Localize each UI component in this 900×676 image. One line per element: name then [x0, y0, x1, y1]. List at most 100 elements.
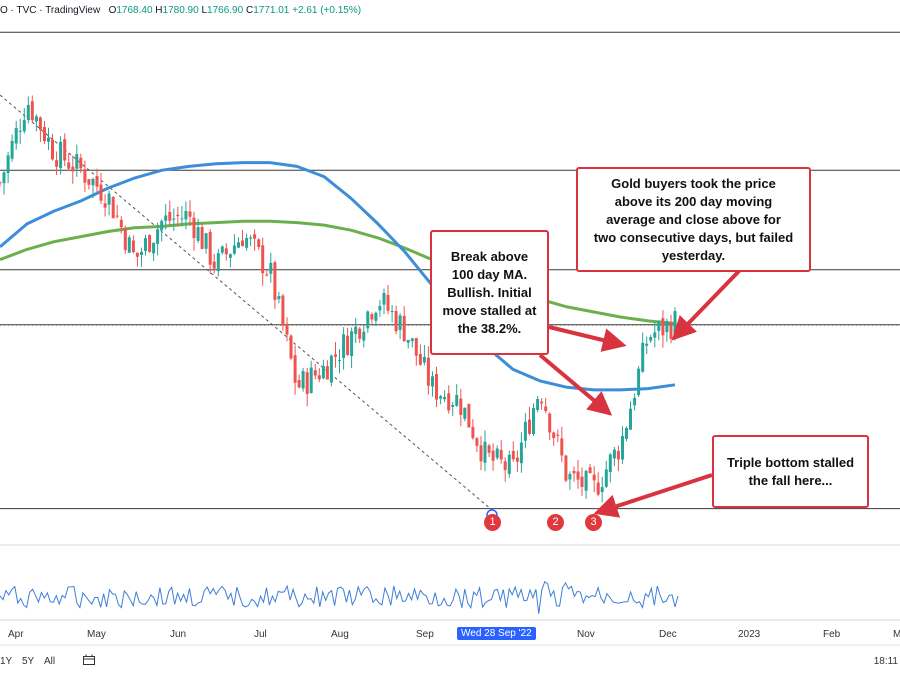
candle [30, 95, 34, 124]
note2-line4: two consecutive days, but failed [593, 229, 794, 245]
range-all-button[interactable]: All [44, 656, 56, 667]
candle [479, 436, 483, 471]
candle [641, 332, 645, 373]
candle [301, 367, 305, 392]
candle [188, 200, 192, 226]
candle [612, 447, 616, 467]
candle [637, 365, 641, 397]
candle [414, 337, 418, 366]
candle [483, 430, 487, 472]
candle [241, 229, 244, 247]
candle [467, 403, 471, 428]
ohlc-legend: O · TVC · TradingView O1768.40 H1780.90 … [0, 5, 361, 16]
candle [176, 206, 180, 227]
note1-line5: the 38.2%. [457, 320, 522, 336]
candle [22, 107, 26, 134]
candle [10, 134, 14, 162]
candle [127, 235, 131, 253]
note1-line3: Bullish. Initial [447, 284, 532, 300]
candle [406, 339, 410, 349]
candle [152, 242, 156, 262]
candle [495, 445, 499, 460]
candle [123, 225, 127, 254]
candle [156, 222, 160, 256]
arrow-to-200ma [671, 268, 742, 341]
candle [487, 443, 491, 457]
candle [572, 466, 576, 482]
candle [633, 393, 637, 411]
candle [608, 452, 612, 483]
candle [34, 114, 38, 132]
candle [71, 155, 75, 184]
candle [111, 196, 115, 219]
note1-line2: 100 day MA. [451, 266, 528, 282]
candle [75, 144, 79, 177]
candle [281, 294, 285, 331]
symbol-label: O · TVC · TradingView [0, 5, 101, 16]
candle [55, 151, 59, 175]
candle [515, 450, 519, 472]
candle [131, 235, 135, 254]
candle [657, 320, 661, 341]
candle [99, 173, 103, 205]
candle [309, 360, 313, 394]
x-label-m: M [893, 629, 900, 640]
range-1y-button[interactable]: 1Y [0, 656, 13, 667]
candle [87, 179, 91, 190]
candle [285, 317, 289, 342]
x-label-may: May [87, 629, 106, 640]
candle [422, 345, 426, 366]
candle [160, 219, 164, 242]
candle [386, 285, 390, 315]
note2-line2: above its 200 day moving [614, 193, 773, 209]
candle [325, 360, 329, 380]
candle [491, 443, 495, 471]
candle [0, 181, 2, 187]
candle [14, 120, 18, 150]
date-range-icon[interactable] [82, 653, 96, 669]
candle [140, 247, 143, 267]
candle [592, 466, 596, 493]
note3-line2: the fall here... [748, 472, 833, 488]
open-value: 1768.40 [116, 5, 153, 16]
candle [439, 394, 443, 405]
candle [59, 136, 63, 175]
candle [313, 364, 317, 380]
note2-line3: average and close above for [606, 211, 781, 227]
annotation-arrows [486, 268, 742, 521]
candle [164, 203, 168, 230]
candle [661, 310, 665, 348]
note3-line1: Triple bottom stalled [726, 454, 855, 470]
candle [228, 253, 232, 268]
candle [402, 306, 406, 342]
candle [79, 153, 83, 173]
note1-line1: Break above [450, 248, 529, 264]
ma-200-line [0, 219, 676, 325]
close-label: C [245, 5, 254, 16]
candle [212, 253, 216, 274]
candle [418, 344, 422, 366]
candle [257, 238, 261, 250]
candle [358, 327, 362, 343]
candle [245, 233, 249, 251]
range-5y-button[interactable]: 5Y [22, 656, 35, 667]
candle [625, 426, 628, 442]
candle [475, 437, 479, 453]
candle [447, 385, 451, 414]
candle [596, 472, 600, 497]
candle [556, 429, 560, 443]
candle [431, 371, 434, 397]
change-value: +2.61 (+0.15%) [292, 5, 362, 16]
candle [584, 469, 588, 499]
candle [673, 307, 677, 341]
candle [645, 336, 649, 355]
candle [297, 374, 301, 389]
x-label-nov: Nov [577, 629, 595, 640]
candle [528, 406, 531, 436]
candle [382, 288, 386, 315]
candle [47, 127, 50, 151]
candle [172, 208, 176, 231]
candle [265, 270, 269, 277]
candle [523, 413, 527, 449]
